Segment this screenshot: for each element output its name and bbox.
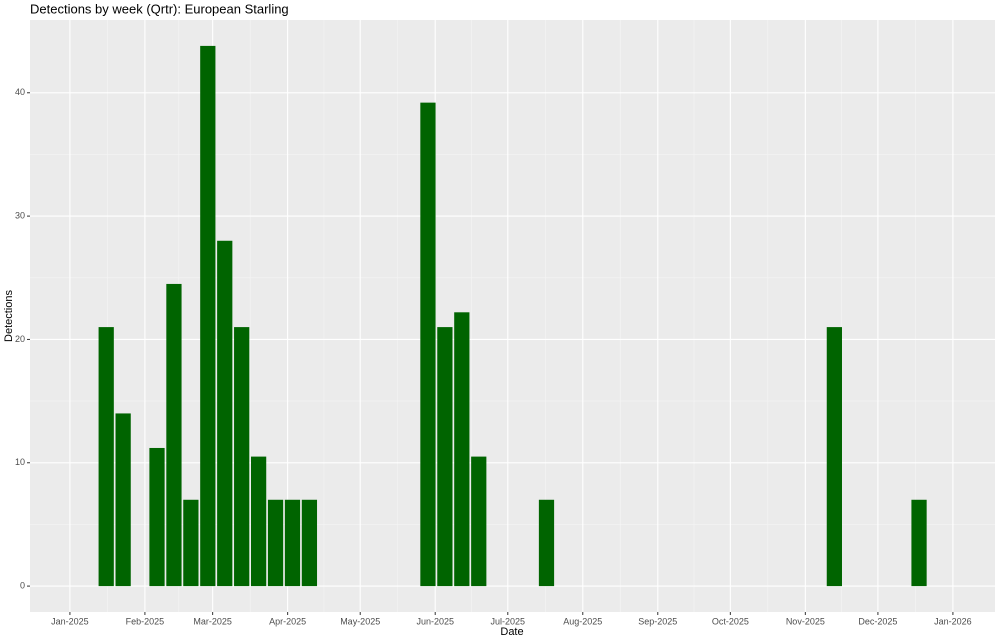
bar [115, 413, 131, 587]
bar [98, 327, 114, 587]
x-tick-label: Feb-2025 [126, 616, 165, 626]
bar [911, 499, 927, 587]
y-tick-label: 10 [15, 457, 25, 467]
x-tick-label: Jan-2026 [934, 616, 972, 626]
bar [234, 327, 250, 587]
x-tick-label: Nov-2025 [786, 616, 825, 626]
bar [200, 45, 216, 587]
bar [284, 499, 301, 587]
bar [471, 456, 487, 587]
bar [250, 456, 267, 587]
x-tick-label: Dec-2025 [858, 616, 897, 626]
bar [267, 499, 284, 587]
x-axis-label: Date [500, 626, 523, 638]
bar [454, 312, 470, 587]
x-tick-label: Jan-2025 [51, 616, 89, 626]
y-tick-label: 40 [15, 87, 25, 97]
y-tick-label: 0 [20, 580, 25, 590]
bar [826, 327, 842, 587]
x-tick-label: Sep-2025 [638, 616, 677, 626]
bar [149, 447, 165, 587]
x-tick-label: Oct-2025 [712, 616, 749, 626]
x-tick-label: Apr-2025 [269, 616, 306, 626]
y-axis-label: Detections [3, 290, 15, 342]
x-tick-label: Jun-2025 [416, 616, 454, 626]
bar [538, 499, 555, 587]
bar [166, 283, 182, 587]
chart-title: Detections by week (Qrtr): European Star… [30, 1, 289, 16]
bar [420, 102, 436, 587]
y-tick-label: 30 [15, 210, 25, 220]
bar [437, 327, 453, 587]
x-tick-label: Jul-2025 [491, 616, 526, 626]
x-tick-label: May-2025 [340, 616, 380, 626]
y-tick-label: 20 [15, 334, 25, 344]
x-tick-label: Aug-2025 [563, 616, 602, 626]
x-tick-label: Mar-2025 [193, 616, 232, 626]
bar [183, 499, 199, 587]
bar [217, 240, 233, 587]
bar [301, 499, 318, 587]
